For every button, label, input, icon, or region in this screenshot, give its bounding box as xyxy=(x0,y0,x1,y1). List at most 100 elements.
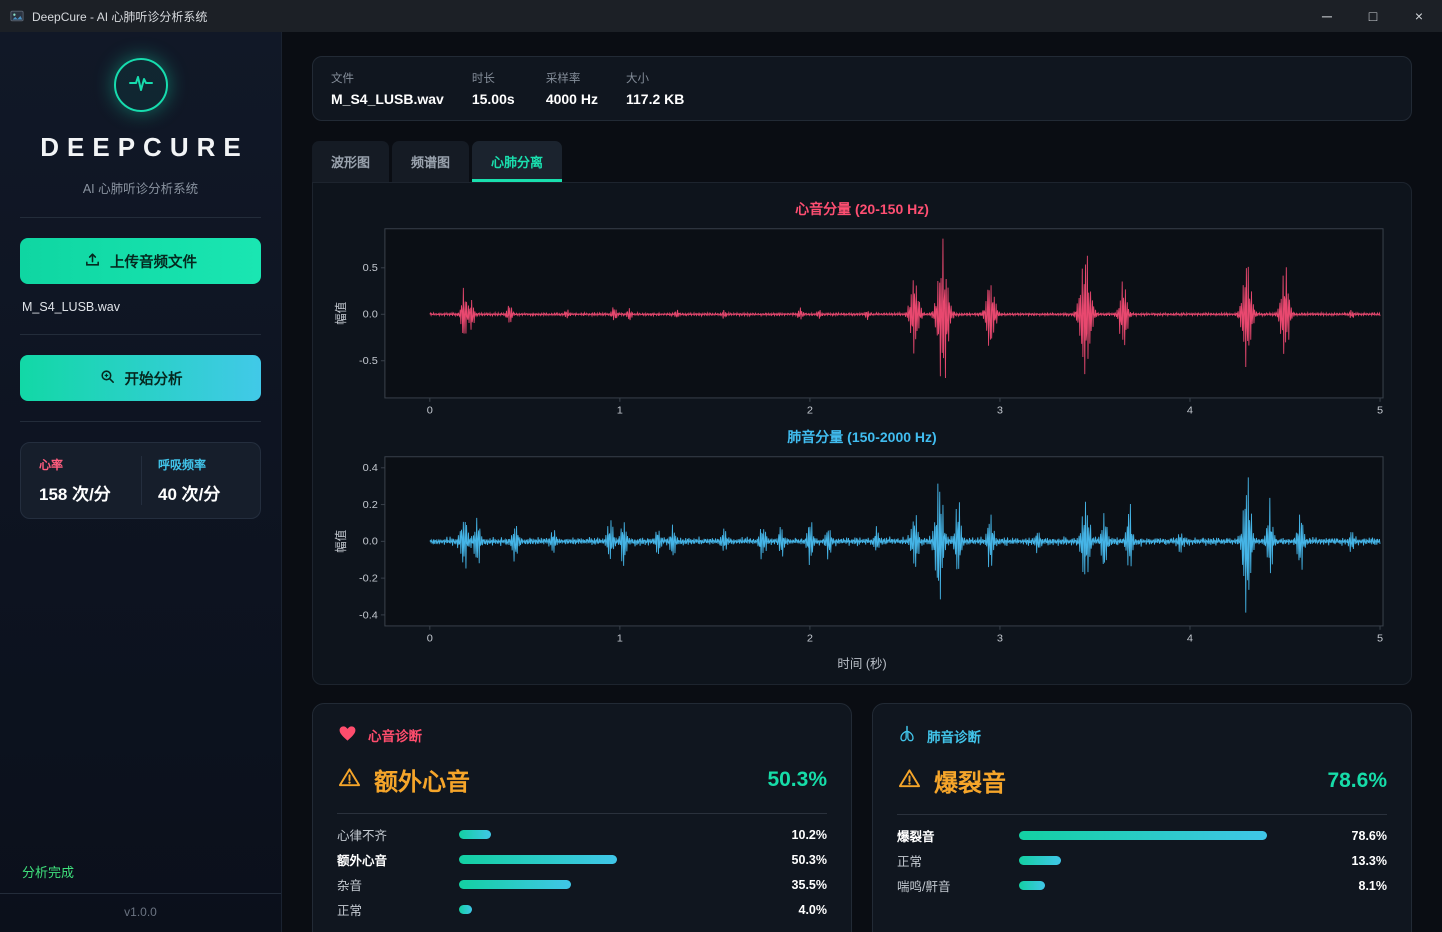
lung-waveform-chart: 0.4 0.2 0.0 -0.2 -0.4 0 1 2 3 4 5 幅值 xyxy=(334,456,1384,644)
probability-bar xyxy=(459,905,472,914)
tab-waveform[interactable]: 波形图 xyxy=(312,141,390,182)
svg-text:0: 0 xyxy=(427,632,433,644)
upload-icon xyxy=(84,251,101,272)
start-analysis-button[interactable]: 开始分析 xyxy=(20,355,261,401)
probability-row: 杂音 35.5% xyxy=(337,872,827,897)
probability-label: 杂音 xyxy=(337,879,363,893)
probability-row: 正常 13.3% xyxy=(897,848,1387,873)
probability-label: 正常 xyxy=(337,904,363,918)
respiration-rate-value: 40 次/分 xyxy=(158,485,221,504)
svg-text:幅值: 幅值 xyxy=(334,302,348,325)
file-info-value: 4000 Hz xyxy=(545,91,598,107)
divider xyxy=(897,814,1387,815)
svg-text:4: 4 xyxy=(1187,632,1193,644)
file-info-label: 大小 xyxy=(625,73,649,85)
probability-bar-track xyxy=(459,905,774,914)
uploaded-filename: M_S4_LUSB.wav xyxy=(22,300,120,314)
svg-text:0.2: 0.2 xyxy=(363,499,378,511)
probability-bar-track xyxy=(459,830,774,839)
warning-icon xyxy=(337,766,362,794)
probability-value: 8.1% xyxy=(1358,878,1388,893)
upload-audio-button[interactable]: 上传音频文件 xyxy=(20,238,261,284)
analysis-status-text: 分析完成 xyxy=(22,865,75,880)
svg-text:0.4: 0.4 xyxy=(363,462,378,474)
probability-row: 心律不齐 10.2% xyxy=(337,822,827,847)
svg-text:1: 1 xyxy=(617,404,623,416)
svg-text:2: 2 xyxy=(807,632,813,644)
sidebar-footer: 分析完成 v1.0.0 xyxy=(0,862,281,932)
svg-text:幅值: 幅值 xyxy=(334,530,348,553)
file-info-label: 时长 xyxy=(471,73,495,85)
diagnosis-cards: 心音诊断 额外心音 50.3% 心律不齐 10.2% xyxy=(312,703,1412,932)
file-info-label: 采样率 xyxy=(545,73,581,85)
minimize-button[interactable]: ─ xyxy=(1322,8,1332,24)
probability-label: 额外心音 xyxy=(337,854,388,868)
svg-text:0.0: 0.0 xyxy=(363,536,378,548)
file-info-value: M_S4_LUSB.wav xyxy=(331,91,444,107)
chart-panel: 心音分量 (20-150 Hz) 0.5 0.0 -0.5 0 1 2 3 4 5 幅值 肺音分量… xyxy=(312,182,1412,685)
probability-bar-track xyxy=(1019,856,1334,865)
close-button[interactable]: × xyxy=(1414,8,1424,24)
probability-value: 35.5% xyxy=(791,877,827,892)
probability-label: 心律不齐 xyxy=(337,829,388,843)
lungs-icon xyxy=(897,724,917,747)
lung-card-header: 肺音诊断 xyxy=(897,724,1387,747)
window-controls: ─ □ × xyxy=(1304,0,1442,32)
divider xyxy=(20,217,261,218)
probability-label: 正常 xyxy=(897,855,923,869)
probability-bar-track xyxy=(459,855,774,864)
probability-bar-track xyxy=(1019,881,1334,890)
heart-diagnosis-card: 心音诊断 额外心音 50.3% 心律不齐 10.2% xyxy=(312,703,852,932)
brand-title: DEEPCURE xyxy=(40,132,249,162)
heart-waveform-chart: 0.5 0.0 -0.5 0 1 2 3 4 5 幅值 xyxy=(334,228,1384,416)
respiration-rate-label: 呼吸频率 xyxy=(158,458,207,472)
heart-card-title: 心音诊断 xyxy=(368,729,422,744)
upload-button-label: 上传音频文件 xyxy=(110,254,197,271)
version-label: v1.0.0 xyxy=(0,893,281,932)
probability-value: 4.0% xyxy=(798,902,828,917)
respiration-rate-stat: 呼吸频率 40 次/分 xyxy=(141,456,260,505)
file-info-samplerate: 采样率 4000 Hz xyxy=(546,70,598,107)
svg-text:0.0: 0.0 xyxy=(363,309,378,321)
probability-bar-track xyxy=(1019,831,1334,840)
probability-row: 额外心音 50.3% xyxy=(337,847,827,872)
file-info-value: 15.00s xyxy=(471,91,515,107)
svg-text:5: 5 xyxy=(1377,632,1383,644)
probability-label: 喘鸣/鼾音 xyxy=(897,880,951,894)
probability-value: 13.3% xyxy=(1351,853,1387,868)
tab-spectrogram[interactable]: 频谱图 xyxy=(392,141,470,182)
window-title: DeepCure - AI 心肺听诊分析系统 xyxy=(32,9,208,24)
heart-rate-stat: 心率 158 次/分 xyxy=(21,456,141,505)
tab-heart-lung-separation[interactable]: 心肺分离 xyxy=(472,141,563,182)
magnifier-icon xyxy=(99,368,116,389)
file-info-label: 文件 xyxy=(331,73,354,85)
heartbeat-icon xyxy=(125,67,157,104)
maximize-button[interactable]: □ xyxy=(1368,8,1378,24)
brand-subtitle: AI 心肺听诊分析系统 xyxy=(82,182,199,196)
probability-label: 爆裂音 xyxy=(897,830,935,844)
file-info-duration: 时长 15.00s xyxy=(472,70,518,107)
lung-card-title: 肺音诊断 xyxy=(927,729,981,745)
heart-chart-title: 心音分量 (20-150 Hz) xyxy=(795,201,929,217)
heart-diagnosis-result: 额外心音 50.3% xyxy=(337,762,827,797)
main-content: 文件 M_S4_LUSB.wav 时长 15.00s 采样率 4000 Hz 大… xyxy=(282,32,1442,932)
probability-bar xyxy=(459,830,492,839)
heart-diagnosis-confidence: 50.3% xyxy=(767,767,827,791)
probability-bar-track xyxy=(459,880,774,889)
svg-text:-0.5: -0.5 xyxy=(359,355,378,367)
warning-icon xyxy=(897,767,922,795)
vitals-card: 心率 158 次/分 呼吸频率 40 次/分 xyxy=(20,442,261,519)
svg-text:5: 5 xyxy=(1377,404,1383,416)
app-logo xyxy=(113,58,168,112)
file-info-bar: 文件 M_S4_LUSB.wav 时长 15.00s 采样率 4000 Hz 大… xyxy=(312,56,1412,121)
probability-bar xyxy=(1019,881,1045,890)
divider xyxy=(337,813,827,814)
heart-card-header: 心音诊断 xyxy=(337,724,827,746)
analyze-button-label: 开始分析 xyxy=(124,371,183,388)
app-body: DEEPCURE AI 心肺听诊分析系统 上传音频文件 M_S4_LUSB.wa… xyxy=(0,32,1442,932)
lung-diagnosis-name: 爆裂音 xyxy=(934,770,1006,797)
svg-text:2: 2 xyxy=(807,404,813,416)
probability-row: 爆裂音 78.6% xyxy=(897,823,1387,848)
probability-row: 正常 4.0% xyxy=(337,897,827,922)
